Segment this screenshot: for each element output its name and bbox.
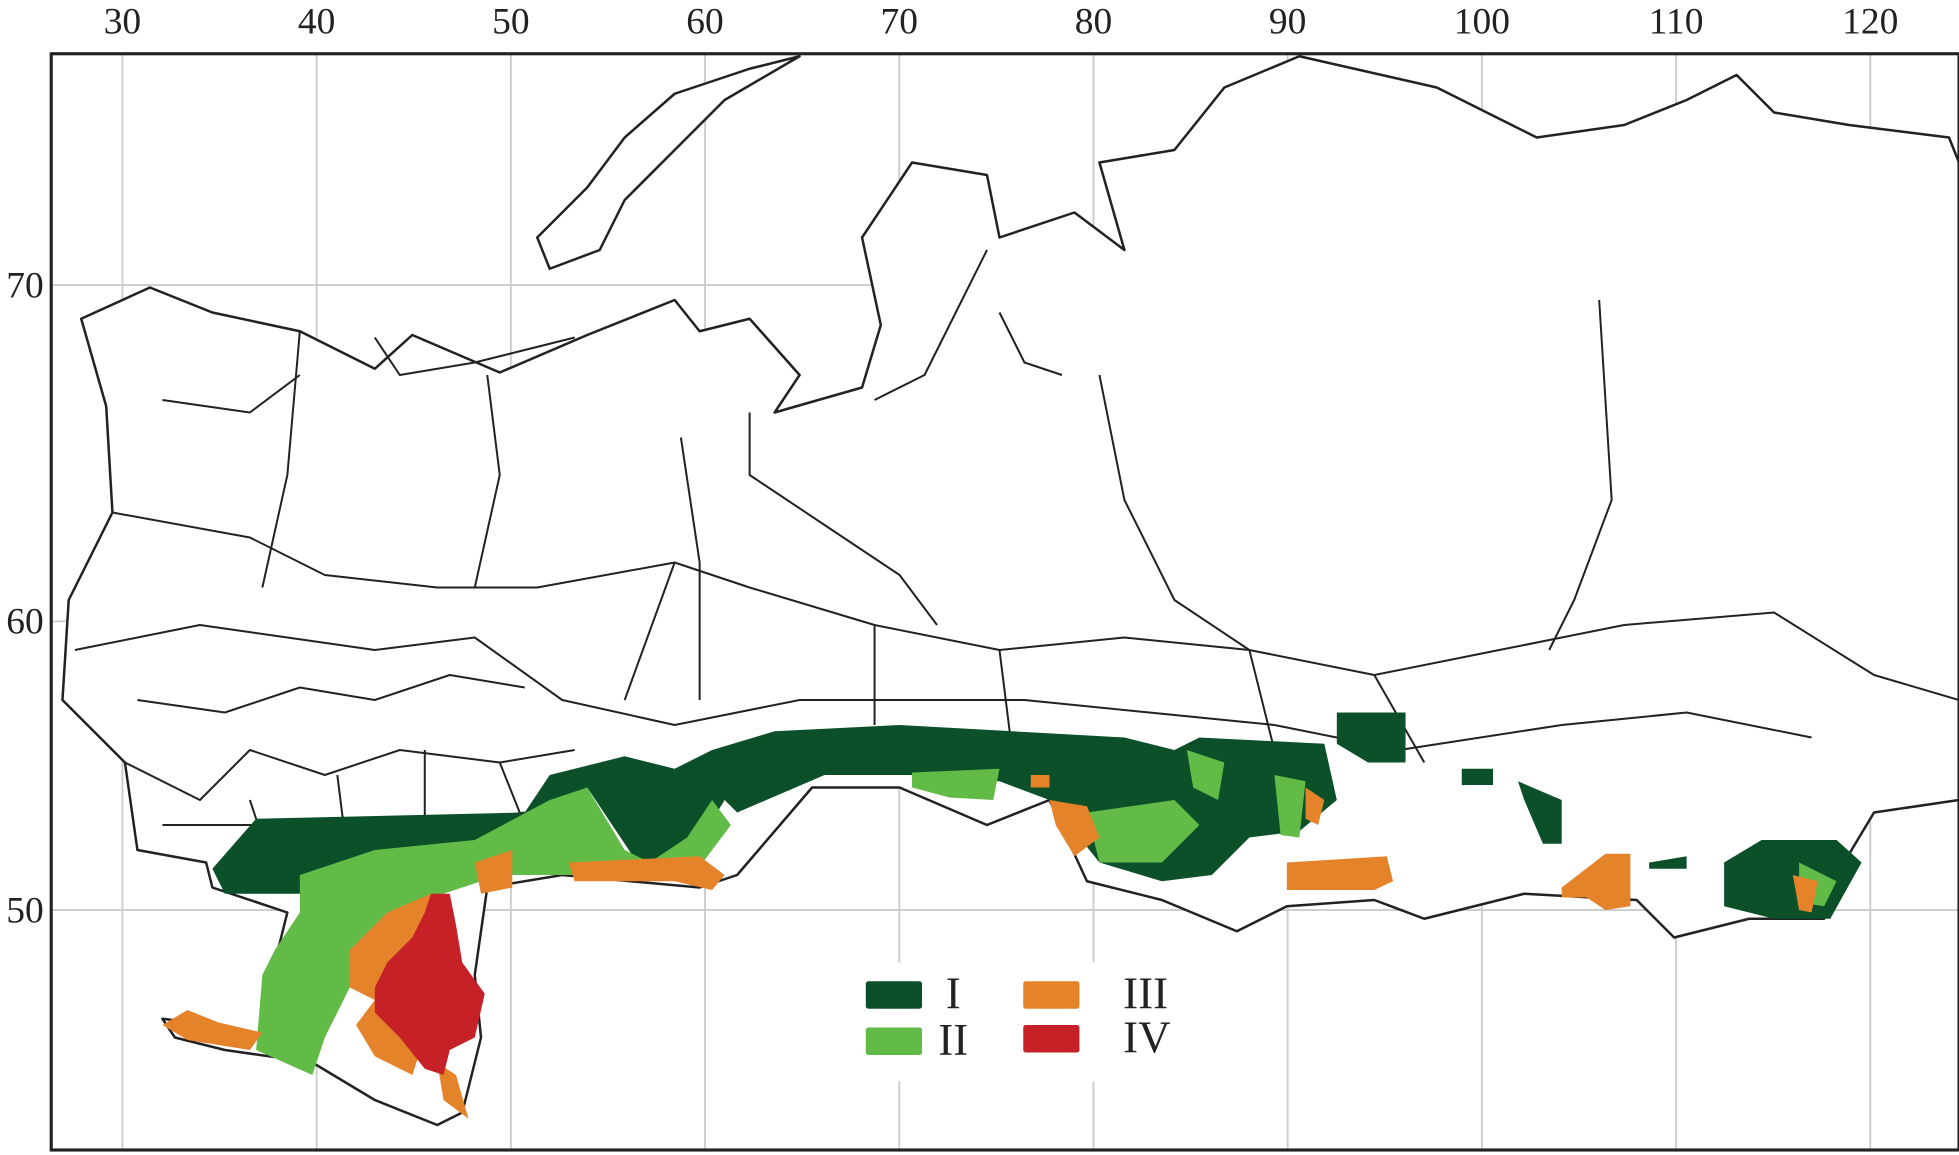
longitude-tick-label: 110 xyxy=(1649,2,1704,43)
zone-II-area xyxy=(912,750,1837,907)
longitude-tick-label: 40 xyxy=(298,2,335,43)
legend-label: I xyxy=(946,969,961,1019)
legend-swatch xyxy=(1023,1025,1080,1053)
latitude-tick-label: 50 xyxy=(6,890,43,931)
longitude-tick-label: 50 xyxy=(492,2,529,43)
legend-label: IV xyxy=(1123,1012,1170,1062)
zone-IV-area xyxy=(374,893,485,1075)
zone-II-area xyxy=(256,787,731,1075)
zones xyxy=(162,712,1862,1119)
longitude-tick-label: 120 xyxy=(1842,2,1898,43)
longitude-tick-label: 60 xyxy=(686,2,723,43)
map-frame xyxy=(49,52,1959,1152)
latitude-tick-label: 60 xyxy=(6,602,43,643)
legend-swatch xyxy=(1023,981,1080,1009)
coastline xyxy=(162,249,1063,414)
zone-I-area xyxy=(1336,712,1862,919)
longitude-tick-label: 70 xyxy=(881,2,918,43)
longitude-tick-label: 30 xyxy=(104,2,141,43)
novaya-zemlya xyxy=(535,55,801,270)
axis-ticks: 30 40 50 60 70 80 90 100 110 120 70 60 50 xyxy=(6,2,1898,932)
legend-swatch xyxy=(865,981,923,1009)
longitude-tick-label: 80 xyxy=(1075,2,1112,43)
legend-background xyxy=(824,962,1162,1082)
legend-swatch xyxy=(865,1027,923,1055)
region-boundary xyxy=(74,624,1812,751)
legend-label: III xyxy=(1123,969,1168,1019)
longitude-tick-label: 100 xyxy=(1454,2,1510,43)
latitude-tick-label: 70 xyxy=(6,265,43,306)
longitude-tick-label: 90 xyxy=(1269,2,1306,43)
legend-label: II xyxy=(938,1015,968,1065)
zone-III-area xyxy=(1030,775,1818,913)
